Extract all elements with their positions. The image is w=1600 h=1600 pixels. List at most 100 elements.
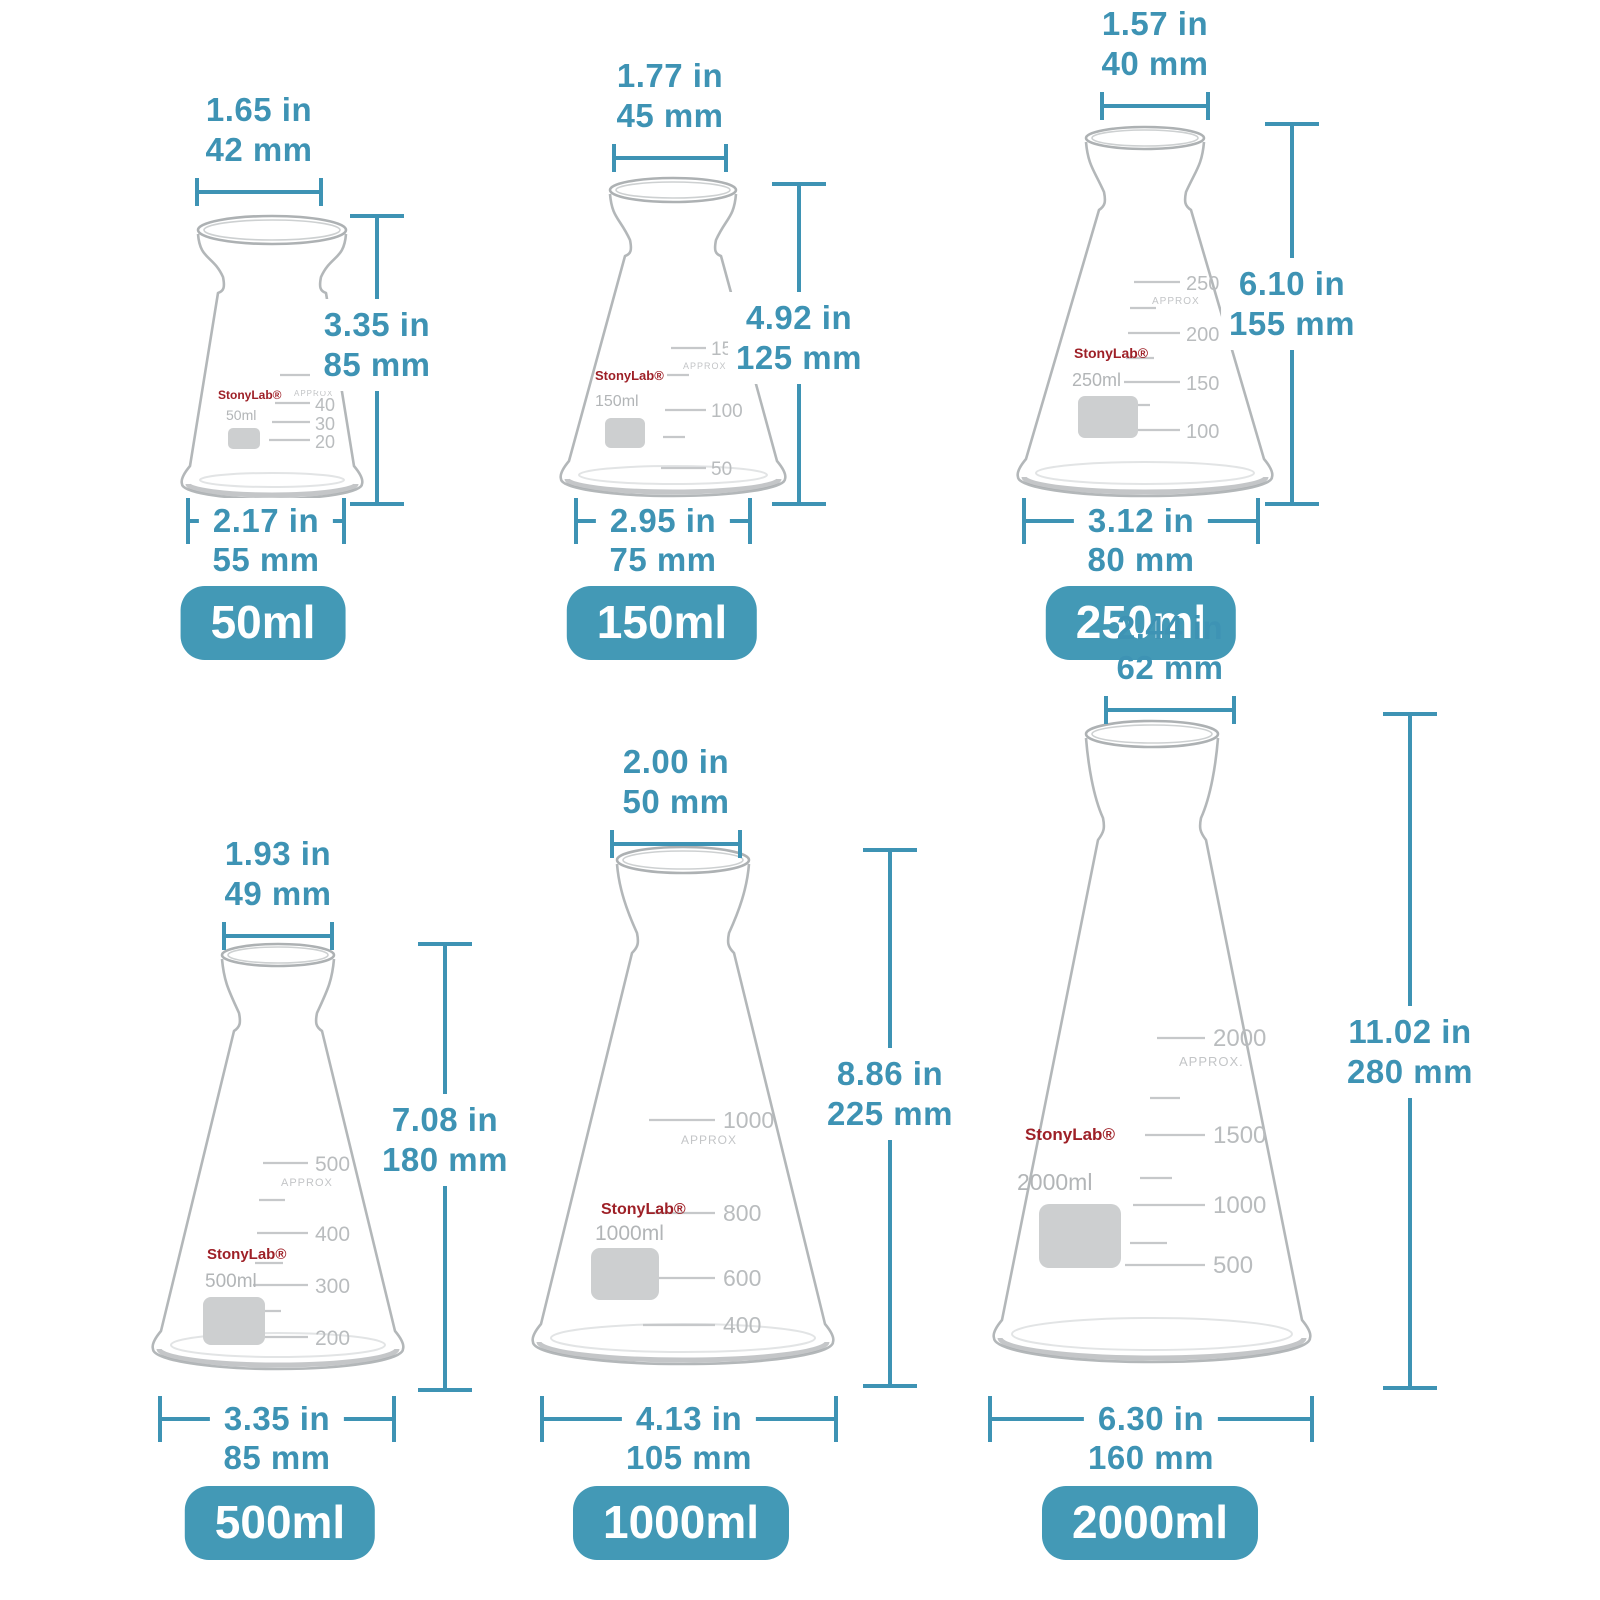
dimension-millimeters: 155 mm xyxy=(1229,305,1355,342)
flask-inner-base xyxy=(1011,1317,1293,1351)
base-width-dimension: 6.30 in 160 mm xyxy=(988,1396,1314,1476)
height-dimension-text: 11.02 in 280 mm xyxy=(1339,1006,1481,1098)
height-dimension-text: 7.08 in 180 mm xyxy=(374,1094,516,1186)
dimension-line xyxy=(195,178,323,206)
dimension-millimeters: 75 mm xyxy=(609,541,717,578)
flask-rim-inner xyxy=(227,946,329,964)
flask-base-shading xyxy=(536,1341,830,1363)
dimension-line xyxy=(610,830,742,858)
volume-label: 2000ml xyxy=(1017,1169,1092,1195)
height-dimension-text: 8.86 in 225 mm xyxy=(819,1048,961,1140)
dimension-inches: 2.95 in xyxy=(595,498,731,544)
dimension-millimeters: 180 mm xyxy=(382,1141,508,1178)
flask-inner-base xyxy=(170,1332,386,1358)
mouth-width-dimension: 1.77 in 45 mm xyxy=(612,56,728,172)
dimension-millimeters: 125 mm xyxy=(736,339,862,376)
label-area xyxy=(228,428,260,449)
graduation-label: 40 xyxy=(315,395,335,415)
volume-label: 500ml xyxy=(205,1271,257,1292)
flask-rim-inner xyxy=(203,219,341,241)
height-dimension: 4.92 in 125 mm xyxy=(728,182,870,506)
height-dimension: 3.35 in 85 mm xyxy=(315,214,439,506)
flask-inner-base xyxy=(199,472,345,488)
dimension-millimeters: 49 mm xyxy=(224,875,332,912)
brand-logo: StonyLab® xyxy=(218,388,282,402)
graduation-label: 2000 xyxy=(1213,1025,1266,1052)
mouth-width-dimension: 2.00 in 50 mm xyxy=(610,742,742,858)
graduation-label: 250 xyxy=(1186,273,1219,295)
flask-rim-inner xyxy=(1091,724,1213,744)
base-width-dimension: 3.12 in 80 mm xyxy=(1022,498,1260,578)
base-dimension-text: 6.30 in 160 mm xyxy=(1083,1396,1219,1478)
volume-label: 1000ml xyxy=(595,1222,664,1245)
base-width-dimension: 4.13 in 105 mm xyxy=(540,1396,838,1476)
mouth-width-dimension: 2.44 in 62 mm xyxy=(1104,608,1236,724)
flask-base-shading xyxy=(1021,476,1269,495)
flask-rim-inner xyxy=(615,181,731,199)
dimension-millimeters: 40 mm xyxy=(1101,45,1209,82)
dimension-millimeters: 62 mm xyxy=(1116,649,1224,686)
graduation-label: 400 xyxy=(723,1312,761,1338)
graduation-label: 100 xyxy=(1186,421,1219,443)
dimension-inches: 2.17 in xyxy=(198,498,334,544)
dimension-inches: 1.77 in xyxy=(616,57,724,94)
dimension-inches: 1.57 in xyxy=(1101,5,1209,42)
mouth-width-dimension: 1.57 in 40 mm xyxy=(1100,4,1210,120)
dimension-inches: 3.35 in xyxy=(323,306,431,343)
label-area xyxy=(1039,1204,1121,1268)
graduation-label: 30 xyxy=(315,414,335,434)
dimension-millimeters: 55 mm xyxy=(212,541,320,578)
capacity-badge-2000ml: 2000ml xyxy=(1041,1486,1259,1560)
dimension-line xyxy=(1100,92,1210,120)
approx-label: APPROX. xyxy=(1179,1054,1244,1069)
base-dimension-text: 3.12 in 80 mm xyxy=(1073,498,1209,580)
volume-label: 150ml xyxy=(595,393,639,410)
dimension-millimeters: 50 mm xyxy=(622,783,730,820)
dimension-inches: 3.35 in xyxy=(209,1396,345,1442)
graduation-label: 200 xyxy=(1186,324,1219,346)
flask-inner-base xyxy=(1035,461,1255,485)
base-width-dimension: 2.95 in 75 mm xyxy=(574,498,752,578)
graduation-label: 50 xyxy=(711,459,732,480)
flask-base-shading xyxy=(997,1337,1307,1361)
approx-label: APPROX xyxy=(294,389,333,398)
graduation-marks: 500 400 300 200 xyxy=(249,1153,350,1350)
brand-logo: StonyLab® xyxy=(1074,345,1149,361)
dimension-inches: 2.00 in xyxy=(622,743,730,780)
dimension-inches: 11.02 in xyxy=(1348,1013,1472,1050)
base-width-dimension: 2.17 in 55 mm xyxy=(186,498,346,578)
flask-rim xyxy=(220,942,336,968)
graduation-label: 150 xyxy=(1186,373,1219,395)
graduation-label: 400 xyxy=(315,1223,350,1246)
height-dimension: 6.10 in 155 mm xyxy=(1221,122,1363,506)
flask-rim xyxy=(1084,125,1206,151)
base-dimension-text: 3.35 in 85 mm xyxy=(209,1396,345,1478)
dimension-inches: 1.65 in xyxy=(205,91,313,128)
graduation-marks: 150 100 50 xyxy=(661,339,743,480)
approx-label: APPROX xyxy=(681,1133,737,1147)
height-dimension-text: 3.35 in 85 mm xyxy=(315,299,439,391)
flask-illustration-150ml: 150 100 50 APPROX StonyLab® 150ml xyxy=(559,176,787,498)
graduation-label: 500 xyxy=(315,1153,350,1176)
dimension-millimeters: 225 mm xyxy=(827,1095,953,1132)
mouth-width-dimension: 1.93 in 49 mm xyxy=(222,834,334,950)
flask-inner-base xyxy=(578,465,768,485)
label-area xyxy=(591,1248,659,1300)
graduation-label: 800 xyxy=(723,1200,761,1226)
flask-rim-inner xyxy=(622,850,744,870)
dimension-line xyxy=(612,144,728,172)
dimension-millimeters: 85 mm xyxy=(323,346,431,383)
flask-rim xyxy=(1084,719,1220,749)
height-dimension: 11.02 in 280 mm xyxy=(1339,712,1481,1390)
base-width-dimension: 3.35 in 85 mm xyxy=(158,1396,396,1476)
height-dimension-text: 6.10 in 155 mm xyxy=(1221,258,1363,350)
capacity-badge-250ml: 250ml xyxy=(1045,586,1237,660)
graduation-label: 20 xyxy=(315,432,335,452)
flask-base-shading xyxy=(564,478,782,495)
graduation-marks: 1000 800 600 400 xyxy=(643,1107,774,1338)
capacity-badge-150ml: 150ml xyxy=(566,586,758,660)
brand-logo: StonyLab® xyxy=(601,1201,686,1218)
approx-label: APPROX xyxy=(281,1177,333,1189)
graduation-label: 300 xyxy=(315,1275,350,1298)
dimension-inches: 6.10 in xyxy=(1238,265,1346,302)
